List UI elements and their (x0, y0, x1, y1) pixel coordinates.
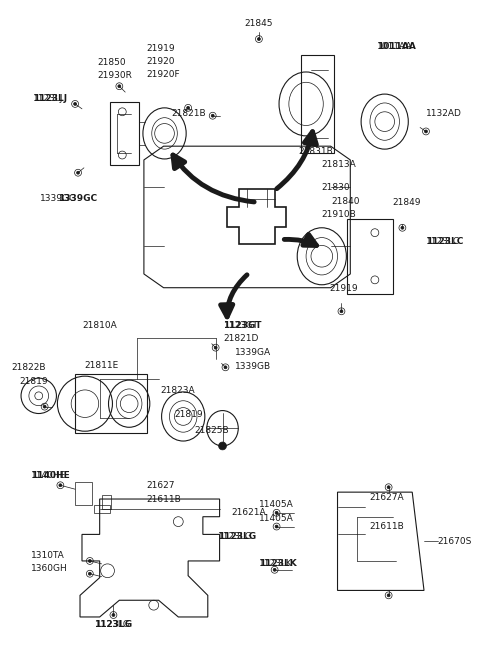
Text: 21627: 21627 (147, 481, 175, 489)
Text: 21823A: 21823A (161, 386, 195, 396)
Text: 21819: 21819 (19, 376, 48, 386)
Circle shape (275, 525, 278, 528)
Text: 1123LG: 1123LG (217, 532, 252, 541)
Text: 1360GH: 1360GH (31, 564, 68, 574)
Circle shape (88, 572, 91, 575)
Text: 1339GB: 1339GB (235, 362, 271, 371)
Text: 21611B: 21611B (369, 522, 404, 531)
Circle shape (387, 486, 390, 489)
Circle shape (112, 614, 115, 616)
Text: 1011AA: 1011AA (377, 43, 416, 51)
Text: 1339GC: 1339GC (40, 194, 76, 203)
Circle shape (273, 568, 276, 572)
Text: 1123LC: 1123LC (426, 237, 460, 246)
Text: 21670S: 21670S (438, 537, 472, 546)
Circle shape (257, 37, 260, 41)
Text: 1011AA: 1011AA (377, 43, 412, 51)
Text: 1339GA: 1339GA (235, 348, 271, 357)
Text: 11405A: 11405A (259, 514, 294, 523)
Circle shape (218, 442, 227, 450)
Circle shape (424, 130, 428, 133)
Text: 1123LG: 1123LG (96, 620, 131, 629)
Text: 21813A: 21813A (322, 160, 357, 170)
Circle shape (214, 346, 217, 349)
Text: 21920: 21920 (147, 57, 175, 66)
Text: 21821D: 21821D (224, 334, 259, 344)
Circle shape (118, 85, 121, 87)
Text: 1123LG: 1123LG (95, 620, 132, 629)
Circle shape (340, 310, 343, 313)
Text: 21611B: 21611B (147, 495, 181, 503)
Circle shape (275, 511, 278, 514)
Text: 1310TA: 1310TA (31, 551, 65, 560)
Text: 21830: 21830 (322, 183, 350, 192)
Text: 21627A: 21627A (369, 493, 404, 501)
Text: 21930R: 21930R (98, 71, 132, 80)
Text: 1123LJ: 1123LJ (33, 93, 63, 102)
Text: 1123LG: 1123LG (217, 532, 256, 541)
Text: 21849: 21849 (393, 198, 421, 207)
Text: 21919: 21919 (329, 284, 358, 293)
Text: 21845: 21845 (245, 19, 273, 28)
Circle shape (88, 560, 91, 562)
Text: 21621A: 21621A (231, 509, 266, 517)
Text: 1339GC: 1339GC (59, 194, 97, 203)
Circle shape (224, 366, 227, 369)
Text: 1123GT: 1123GT (224, 321, 258, 330)
Circle shape (77, 171, 80, 174)
Text: 21822B: 21822B (11, 363, 46, 372)
Text: 11405A: 11405A (259, 501, 294, 509)
Circle shape (43, 405, 46, 408)
Circle shape (401, 226, 404, 229)
Text: 1123LC: 1123LC (426, 237, 463, 246)
Circle shape (187, 106, 190, 109)
Text: 21920F: 21920F (147, 70, 180, 79)
Text: 21919: 21919 (147, 45, 176, 53)
Text: 21810A: 21810A (82, 321, 117, 330)
Text: 1140HE: 1140HE (31, 471, 66, 480)
Text: 21821B: 21821B (171, 109, 206, 118)
Text: 1123LK: 1123LK (259, 559, 297, 568)
Text: 1123GT: 1123GT (224, 321, 262, 330)
Text: 21910B: 21910B (322, 210, 357, 219)
Circle shape (211, 114, 214, 117)
Text: 21811E: 21811E (84, 361, 118, 370)
Text: 1123LJ: 1123LJ (33, 93, 67, 102)
Text: 1123LK: 1123LK (259, 559, 293, 568)
Text: 21825B: 21825B (194, 426, 228, 435)
Text: 21819: 21819 (174, 410, 203, 419)
Circle shape (59, 484, 62, 487)
Text: 21831B: 21831B (298, 147, 333, 156)
Text: 1140HE: 1140HE (31, 471, 70, 480)
Text: 1132AD: 1132AD (426, 109, 462, 118)
Text: 21840: 21840 (332, 196, 360, 206)
Text: 21850: 21850 (98, 58, 126, 67)
Circle shape (73, 102, 77, 105)
Circle shape (387, 594, 390, 597)
